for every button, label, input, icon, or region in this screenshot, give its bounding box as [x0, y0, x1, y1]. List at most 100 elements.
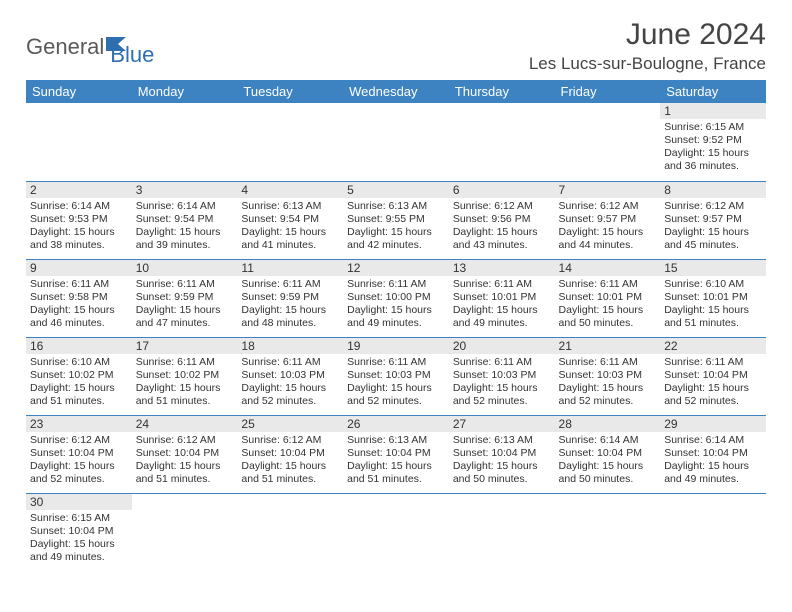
day-details: Sunrise: 6:13 AMSunset: 9:55 PMDaylight:… — [347, 200, 445, 253]
daylight-text: Daylight: 15 hours and 49 minutes. — [664, 460, 762, 486]
sunset-text: Sunset: 9:55 PM — [347, 213, 445, 226]
day-details: Sunrise: 6:12 AMSunset: 9:56 PMDaylight:… — [453, 200, 551, 253]
day-header: Monday — [132, 80, 238, 103]
calendar-cell: 27Sunrise: 6:13 AMSunset: 10:04 PMDaylig… — [449, 415, 555, 493]
calendar-head: SundayMondayTuesdayWednesdayThursdayFrid… — [26, 80, 766, 103]
day-details: Sunrise: 6:11 AMSunset: 10:01 PMDaylight… — [559, 278, 657, 331]
sunset-text: Sunset: 10:02 PM — [30, 369, 128, 382]
calendar-table: SundayMondayTuesdayWednesdayThursdayFrid… — [26, 80, 766, 571]
sunrise-text: Sunrise: 6:10 AM — [30, 356, 128, 369]
calendar-week: 23Sunrise: 6:12 AMSunset: 10:04 PMDaylig… — [26, 415, 766, 493]
day-number: 9 — [26, 260, 132, 276]
day-number: 17 — [132, 338, 238, 354]
sunset-text: Sunset: 10:04 PM — [664, 369, 762, 382]
sunset-text: Sunset: 10:00 PM — [347, 291, 445, 304]
daylight-text: Daylight: 15 hours and 50 minutes. — [559, 304, 657, 330]
day-number: 28 — [555, 416, 661, 432]
day-number: 10 — [132, 260, 238, 276]
day-details: Sunrise: 6:15 AMSunset: 10:04 PMDaylight… — [30, 512, 128, 565]
sunrise-text: Sunrise: 6:11 AM — [453, 278, 551, 291]
calendar-cell — [449, 103, 555, 181]
sunrise-text: Sunrise: 6:11 AM — [241, 278, 339, 291]
calendar-cell — [555, 103, 661, 181]
calendar-cell: 24Sunrise: 6:12 AMSunset: 10:04 PMDaylig… — [132, 415, 238, 493]
day-number: 8 — [660, 182, 766, 198]
day-details: Sunrise: 6:11 AMSunset: 10:02 PMDaylight… — [136, 356, 234, 409]
day-details: Sunrise: 6:11 AMSunset: 10:03 PMDaylight… — [347, 356, 445, 409]
daylight-text: Daylight: 15 hours and 52 minutes. — [559, 382, 657, 408]
calendar-cell: 23Sunrise: 6:12 AMSunset: 10:04 PMDaylig… — [26, 415, 132, 493]
daylight-text: Daylight: 15 hours and 51 minutes. — [664, 304, 762, 330]
day-number: 21 — [555, 338, 661, 354]
daylight-text: Daylight: 15 hours and 51 minutes. — [30, 382, 128, 408]
day-details: Sunrise: 6:11 AMSunset: 9:58 PMDaylight:… — [30, 278, 128, 331]
daylight-text: Daylight: 15 hours and 50 minutes. — [559, 460, 657, 486]
day-number: 3 — [132, 182, 238, 198]
sunrise-text: Sunrise: 6:12 AM — [664, 200, 762, 213]
sunrise-text: Sunrise: 6:12 AM — [559, 200, 657, 213]
day-number: 6 — [449, 182, 555, 198]
sunset-text: Sunset: 10:02 PM — [136, 369, 234, 382]
calendar-cell: 5Sunrise: 6:13 AMSunset: 9:55 PMDaylight… — [343, 181, 449, 259]
daylight-text: Daylight: 15 hours and 52 minutes. — [453, 382, 551, 408]
calendar-week: 16Sunrise: 6:10 AMSunset: 10:02 PMDaylig… — [26, 337, 766, 415]
day-header: Saturday — [660, 80, 766, 103]
sunset-text: Sunset: 10:03 PM — [241, 369, 339, 382]
day-details: Sunrise: 6:14 AMSunset: 10:04 PMDaylight… — [664, 434, 762, 487]
calendar-cell: 22Sunrise: 6:11 AMSunset: 10:04 PMDaylig… — [660, 337, 766, 415]
daylight-text: Daylight: 15 hours and 36 minutes. — [664, 147, 762, 173]
sunrise-text: Sunrise: 6:11 AM — [136, 278, 234, 291]
daylight-text: Daylight: 15 hours and 42 minutes. — [347, 226, 445, 252]
day-header: Thursday — [449, 80, 555, 103]
location-text: Les Lucs-sur-Boulogne, France — [529, 54, 766, 74]
sunrise-text: Sunrise: 6:11 AM — [136, 356, 234, 369]
sunrise-text: Sunrise: 6:11 AM — [347, 278, 445, 291]
daylight-text: Daylight: 15 hours and 49 minutes. — [453, 304, 551, 330]
sunset-text: Sunset: 10:03 PM — [453, 369, 551, 382]
calendar-cell: 11Sunrise: 6:11 AMSunset: 9:59 PMDayligh… — [237, 259, 343, 337]
day-details: Sunrise: 6:14 AMSunset: 9:53 PMDaylight:… — [30, 200, 128, 253]
day-details: Sunrise: 6:11 AMSunset: 9:59 PMDaylight:… — [241, 278, 339, 331]
calendar-week: 2 Sunrise: 6:14 AMSunset: 9:53 PMDaylight… — [26, 181, 766, 259]
calendar-cell: 28Sunrise: 6:14 AMSunset: 10:04 PMDaylig… — [555, 415, 661, 493]
sunset-text: Sunset: 9:57 PM — [664, 213, 762, 226]
calendar-week: 1Sunrise: 6:15 AMSunset: 9:52 PMDaylight… — [26, 103, 766, 181]
daylight-text: Daylight: 15 hours and 50 minutes. — [453, 460, 551, 486]
brand-logo: General Blue — [26, 18, 154, 68]
sunrise-text: Sunrise: 6:13 AM — [347, 434, 445, 447]
day-number: 15 — [660, 260, 766, 276]
sunset-text: Sunset: 10:03 PM — [347, 369, 445, 382]
daylight-text: Daylight: 15 hours and 43 minutes. — [453, 226, 551, 252]
daylight-text: Daylight: 15 hours and 47 minutes. — [136, 304, 234, 330]
day-number: 18 — [237, 338, 343, 354]
daylight-text: Daylight: 15 hours and 44 minutes. — [559, 226, 657, 252]
daylight-text: Daylight: 15 hours and 46 minutes. — [30, 304, 128, 330]
sunrise-text: Sunrise: 6:15 AM — [664, 121, 762, 134]
daylight-text: Daylight: 15 hours and 48 minutes. — [241, 304, 339, 330]
calendar-cell: 4Sunrise: 6:13 AMSunset: 9:54 PMDaylight… — [237, 181, 343, 259]
sunrise-text: Sunrise: 6:11 AM — [559, 278, 657, 291]
day-details: Sunrise: 6:12 AMSunset: 10:04 PMDaylight… — [241, 434, 339, 487]
sunset-text: Sunset: 9:59 PM — [241, 291, 339, 304]
calendar-cell: 30Sunrise: 6:15 AMSunset: 10:04 PMDaylig… — [26, 493, 132, 571]
sunrise-text: Sunrise: 6:14 AM — [559, 434, 657, 447]
sunset-text: Sunset: 9:53 PM — [30, 213, 128, 226]
day-details: Sunrise: 6:13 AMSunset: 10:04 PMDaylight… — [453, 434, 551, 487]
calendar-cell — [237, 493, 343, 571]
calendar-cell — [237, 103, 343, 181]
brand-part2: Blue — [110, 42, 154, 67]
day-number: 7 — [555, 182, 661, 198]
sunrise-text: Sunrise: 6:11 AM — [664, 356, 762, 369]
day-details: Sunrise: 6:11 AMSunset: 10:03 PMDaylight… — [241, 356, 339, 409]
sunset-text: Sunset: 10:04 PM — [241, 447, 339, 460]
day-number: 25 — [237, 416, 343, 432]
calendar-cell: 6 Sunrise: 6:12 AMSunset: 9:56 PMDaylight… — [449, 181, 555, 259]
sunrise-text: Sunrise: 6:13 AM — [241, 200, 339, 213]
calendar-cell — [132, 103, 238, 181]
sunset-text: Sunset: 9:59 PM — [136, 291, 234, 304]
sunset-text: Sunset: 10:03 PM — [559, 369, 657, 382]
day-number: 2 — [26, 182, 132, 198]
day-details: Sunrise: 6:11 AMSunset: 10:03 PMDaylight… — [453, 356, 551, 409]
calendar-cell: 25 Sunrise: 6:12 AMSunset: 10:04 PMDaylig… — [237, 415, 343, 493]
calendar-cell: 19Sunrise: 6:11 AMSunset: 10:03 PMDaylig… — [343, 337, 449, 415]
